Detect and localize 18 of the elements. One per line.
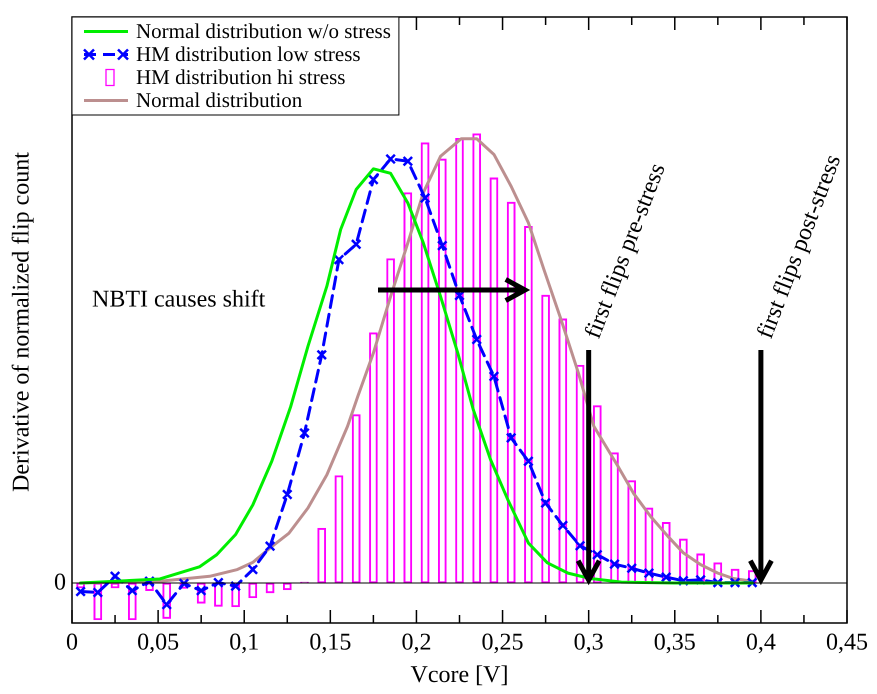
x-tick-label: 0,25 [482, 630, 524, 656]
annotation: NBTI causes shift [92, 286, 266, 312]
x-tick-label: 0,05 [137, 630, 180, 656]
x-tick-label: 0,1 [229, 630, 260, 656]
legend-label: Normal distribution [136, 88, 303, 112]
x-tick-label: 0,3 [574, 630, 604, 656]
legend-label: HM distribution hi stress [136, 65, 346, 90]
x-axis-title: Vcore [V] [410, 662, 508, 688]
ref-line-label: 0 [54, 569, 66, 596]
y-axis-title: Derivative of normalized flip count [8, 152, 34, 492]
x-tick-label: 0,35 [654, 630, 696, 656]
x-tick-label: 0,45 [826, 630, 868, 656]
x-tick-label: 0,4 [746, 630, 776, 656]
x-tick-label: 0,15 [309, 630, 352, 656]
legend-label: HM distribution low stress [136, 42, 361, 66]
x-tick-label: 0,2 [401, 630, 432, 656]
legend-label: Normal distribution w/o stress [136, 19, 391, 44]
x-tick-label: 0 [66, 630, 78, 656]
